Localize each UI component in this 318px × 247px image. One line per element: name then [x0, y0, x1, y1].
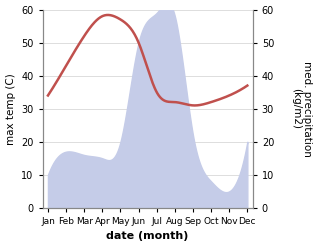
X-axis label: date (month): date (month)	[107, 231, 189, 242]
Y-axis label: max temp (C): max temp (C)	[5, 73, 16, 144]
Y-axis label: med. precipitation
(kg/m2): med. precipitation (kg/m2)	[291, 61, 313, 157]
